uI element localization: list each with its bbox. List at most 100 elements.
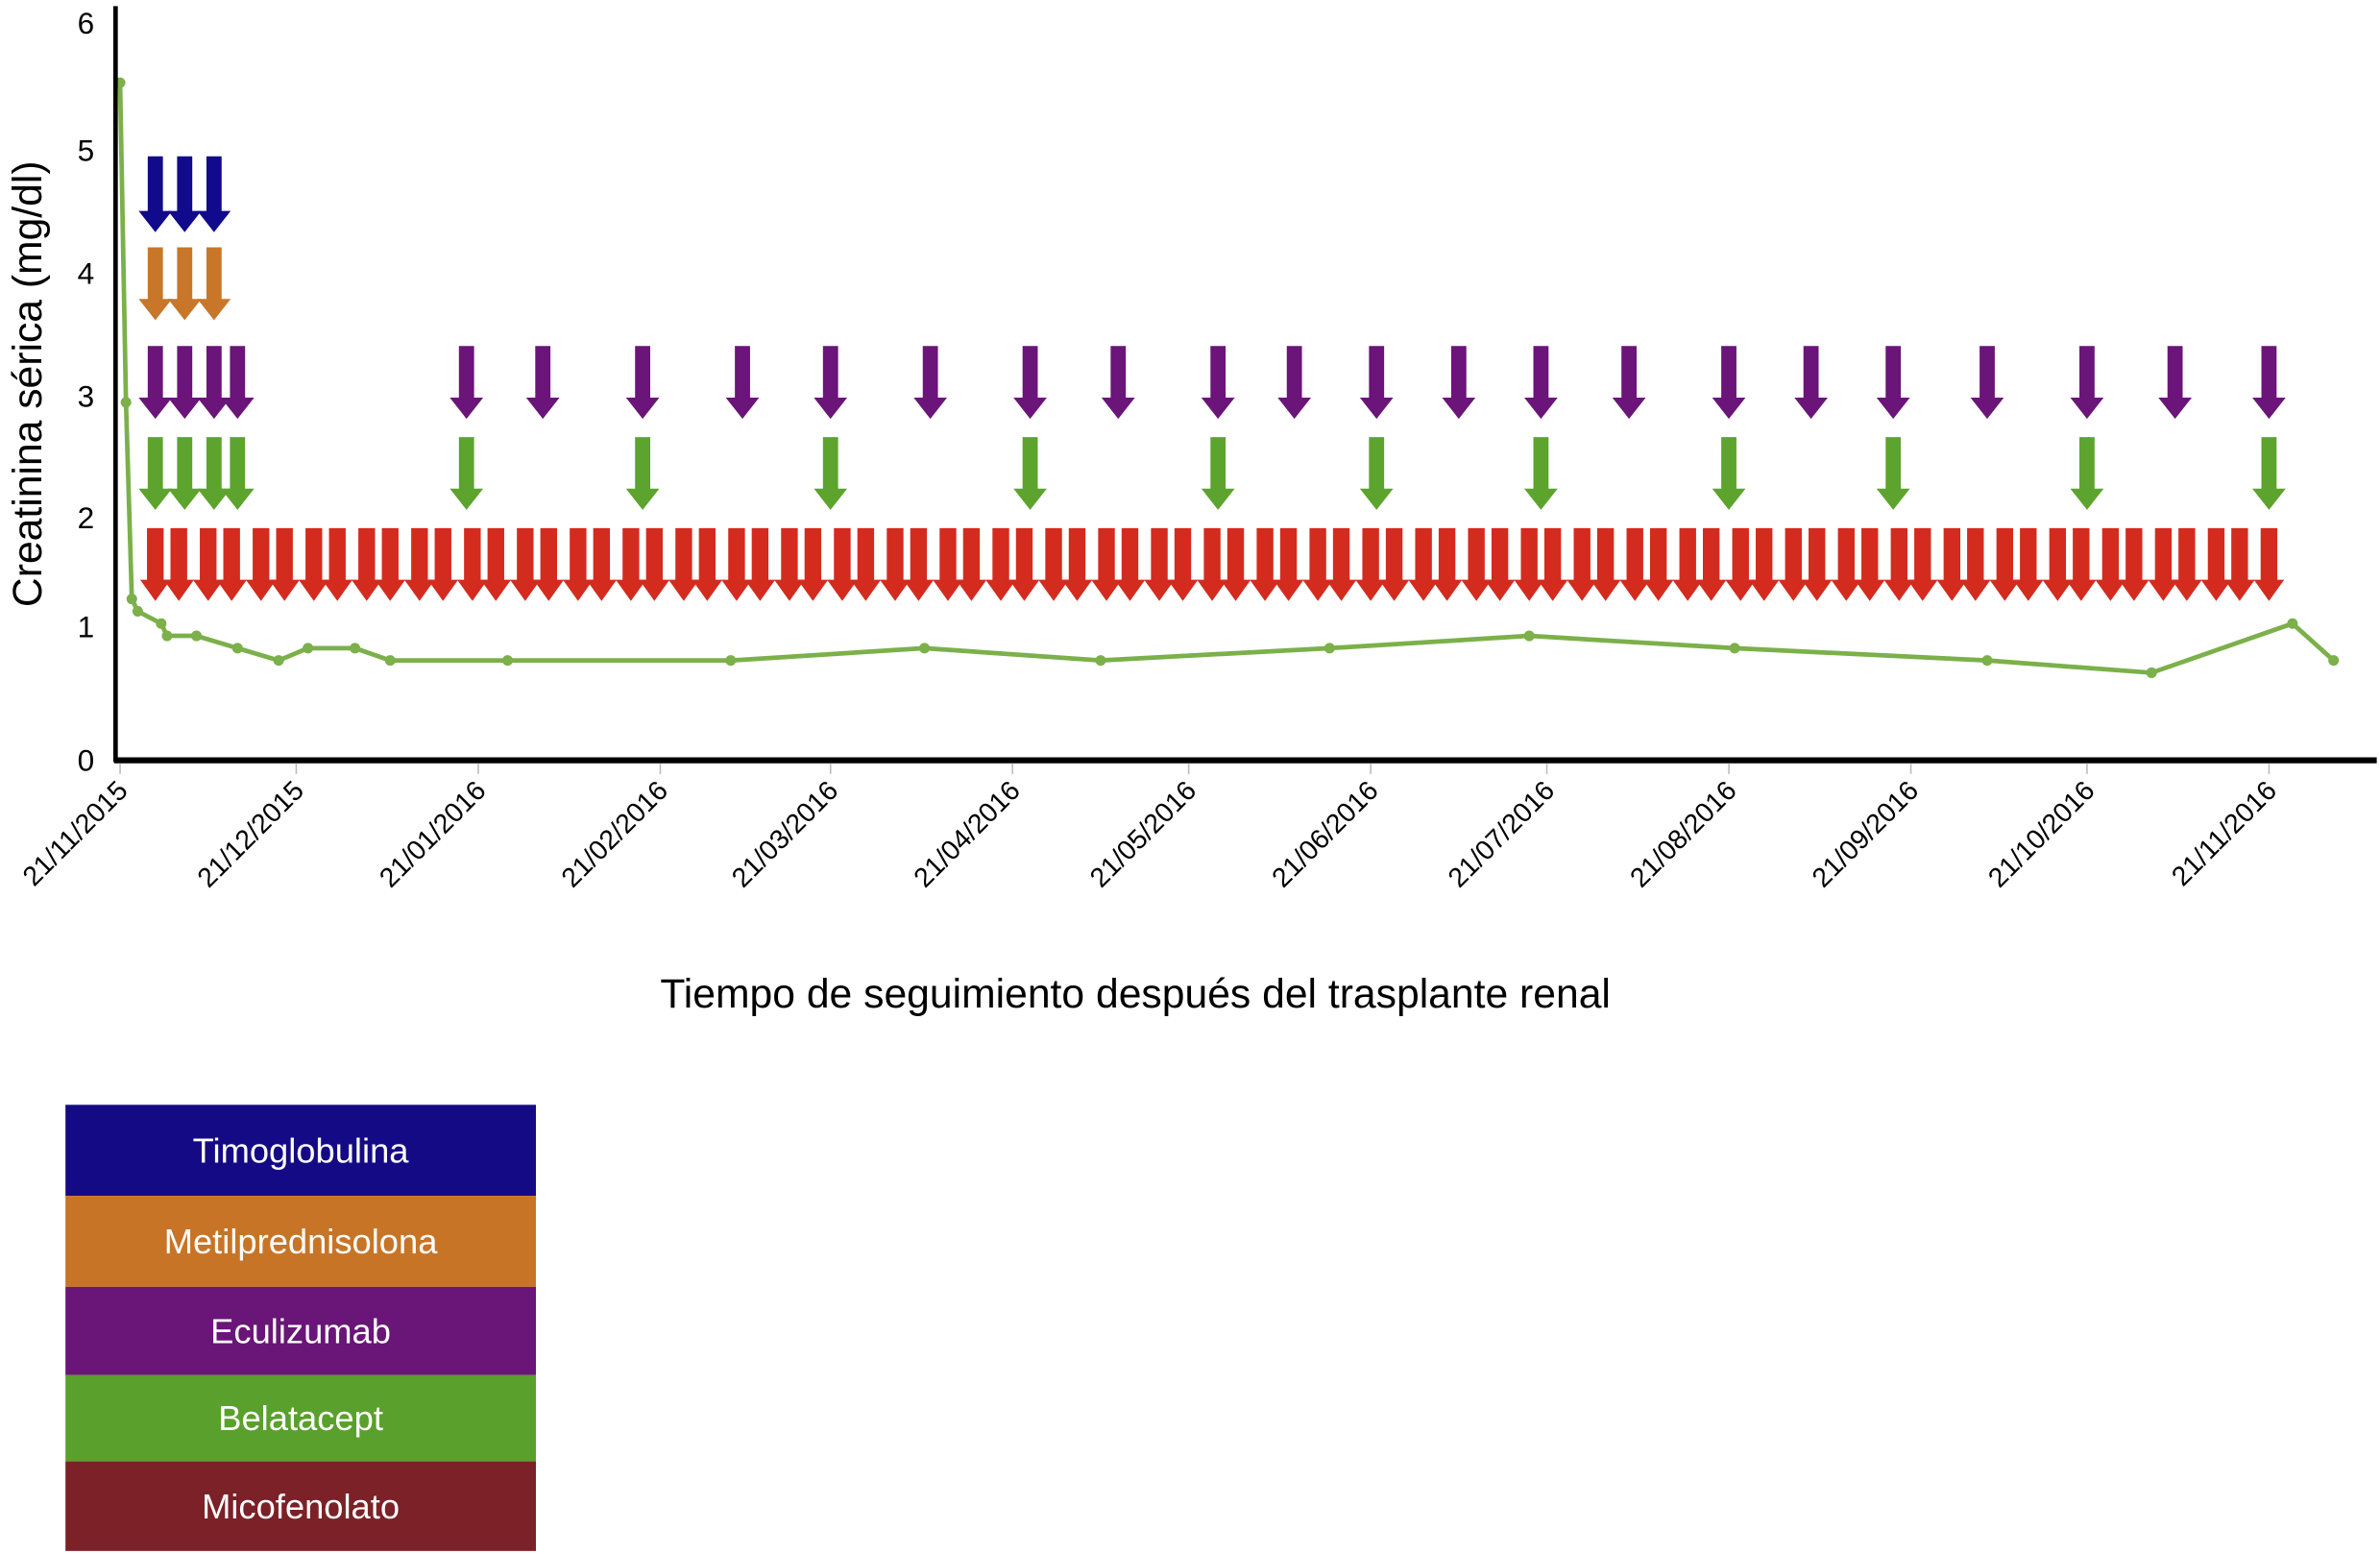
arrow-eculizumab [814, 346, 848, 420]
x-tick-label: 21/01/2016 [374, 775, 492, 893]
x-tick-label: 21/11/2015 [17, 775, 134, 892]
legend-label: Metilprednisolona [164, 1222, 439, 1261]
x-axis-label: Tiempo de seguimiento después del traspl… [660, 971, 1611, 1017]
arrow-eculizumab [1524, 346, 1558, 420]
arrow-micofenolato [2042, 527, 2074, 601]
arrow-micofenolato [2119, 527, 2149, 601]
arrow-eculizumab [2158, 346, 2193, 420]
arrow-belatacept [1524, 437, 1558, 510]
arrow-micofenolato [192, 527, 224, 601]
arrow-micofenolato [245, 527, 277, 601]
arrow-belatacept [1013, 437, 1047, 510]
arrow-micofenolato [1883, 527, 1915, 601]
y-tick-label: 1 [78, 610, 95, 644]
arrow-belatacept [1201, 437, 1235, 510]
arrow-belatacept [1876, 437, 1910, 510]
arrow-micofenolato [1325, 527, 1357, 601]
arrow-eculizumab [1359, 346, 1394, 420]
x-tick-label: 21/02/2016 [556, 775, 674, 893]
arrow-micofenolato [1514, 527, 1544, 601]
arrow-eculizumab [1277, 346, 1312, 420]
arrow-eculizumab [1201, 346, 1235, 420]
arrow-micofenolato [480, 527, 512, 601]
data-point [1095, 655, 1106, 667]
arrow-belatacept [814, 437, 848, 510]
arrow-eculizumab [220, 346, 255, 420]
arrow-eculizumab [449, 346, 484, 420]
arrow-micofenolato [163, 527, 194, 601]
arrow-micofenolato [985, 527, 1016, 601]
arrow-belatacept [220, 437, 255, 510]
arrow-belatacept [1359, 437, 1394, 510]
arrow-micofenolato [2172, 527, 2202, 601]
arrow-belatacept [625, 437, 660, 510]
creatinine-points [114, 77, 2340, 678]
x-tick-label: 21/09/2016 [1807, 775, 1925, 893]
legend-label: Belatacept [218, 1398, 383, 1438]
data-point [1324, 643, 1335, 654]
arrow-micofenolato [2253, 527, 2285, 601]
x-tick-label: 21/04/2016 [908, 775, 1026, 893]
arrow-eculizumab [1101, 346, 1135, 420]
arrow-metilprednisolona [138, 247, 173, 321]
arrow-micofenolato [1959, 527, 1991, 601]
arrow-micofenolato [1167, 527, 1199, 601]
legend-swatch [65, 1105, 536, 1197]
arrow-micofenolato [322, 527, 353, 601]
x-tick-label: 21/07/2016 [1443, 775, 1561, 893]
arrow-micofenolato [850, 527, 882, 601]
arrow-timoglobulina [167, 156, 202, 232]
arrow-micofenolato [903, 527, 935, 601]
data-point [1981, 655, 1993, 667]
y-tick-label: 4 [78, 255, 95, 290]
arrow-micofenolato [2066, 527, 2097, 601]
arrow-micofenolato [933, 527, 963, 601]
x-tick-label: 21/08/2016 [1624, 775, 1742, 893]
x-tick-label: 21/10/2016 [1982, 775, 2101, 893]
x-tick-label: 21/05/2016 [1084, 775, 1202, 893]
arrow-micofenolato [1378, 527, 1410, 601]
arrow-eculizumab [913, 346, 948, 420]
arrow-micofenolato [216, 527, 247, 601]
arrow-micofenolato [721, 527, 752, 601]
arrow-micofenolato [1831, 527, 1862, 601]
arrow-micofenolato [1748, 527, 1780, 601]
arrow-micofenolato [880, 527, 911, 601]
data-point [190, 630, 203, 642]
arrow-micofenolato [1537, 527, 1568, 601]
arrow-micofenolato [1936, 527, 1968, 601]
arrow-micofenolato [1091, 527, 1122, 601]
arrow-micofenolato [2012, 527, 2044, 601]
y-tick-labels: 0 1 2 3 4 5 6 [78, 6, 95, 778]
x-tick-label: 21/11/2016 [2166, 775, 2283, 892]
arrow-micofenolato [1038, 527, 1069, 601]
data-point [156, 618, 167, 629]
arrow-belatacept [2252, 437, 2286, 510]
legend: Timoglobulina Metilprednisolona Eculizumab… [65, 1105, 536, 1551]
arrow-micofenolato [2200, 527, 2232, 601]
arrow-micofenolato [1061, 527, 1093, 601]
arrow-micofenolato [2224, 527, 2255, 601]
arrow-eculizumab [525, 346, 560, 420]
y-tick-label: 3 [78, 378, 95, 413]
arrow-micofenolato [298, 527, 329, 601]
data-point [350, 643, 361, 654]
arrow-micofenolato [774, 527, 805, 601]
arrow-micofenolato [563, 527, 594, 601]
data-point [384, 655, 396, 667]
data-point [303, 643, 314, 654]
arrow-micofenolato [1302, 527, 1333, 601]
data-point [2328, 655, 2340, 667]
arrow-micofenolato [1778, 527, 1809, 601]
arrow-belatacept [167, 437, 202, 510]
arrow-micofenolato [1695, 527, 1727, 601]
arrow-eculizumab [1876, 346, 1910, 420]
arrow-eculizumab [1013, 346, 1047, 420]
arrow-micofenolato [1220, 527, 1251, 601]
arrow-micofenolato [1906, 527, 1938, 601]
x-tick-labels: 21/11/2015 21/12/2015 21/01/2016 21/02/2016… [17, 763, 2283, 893]
arrow-micofenolato [1484, 527, 1516, 601]
arrow-eculizumab [167, 346, 202, 420]
arrow-micofenolato [533, 527, 565, 601]
